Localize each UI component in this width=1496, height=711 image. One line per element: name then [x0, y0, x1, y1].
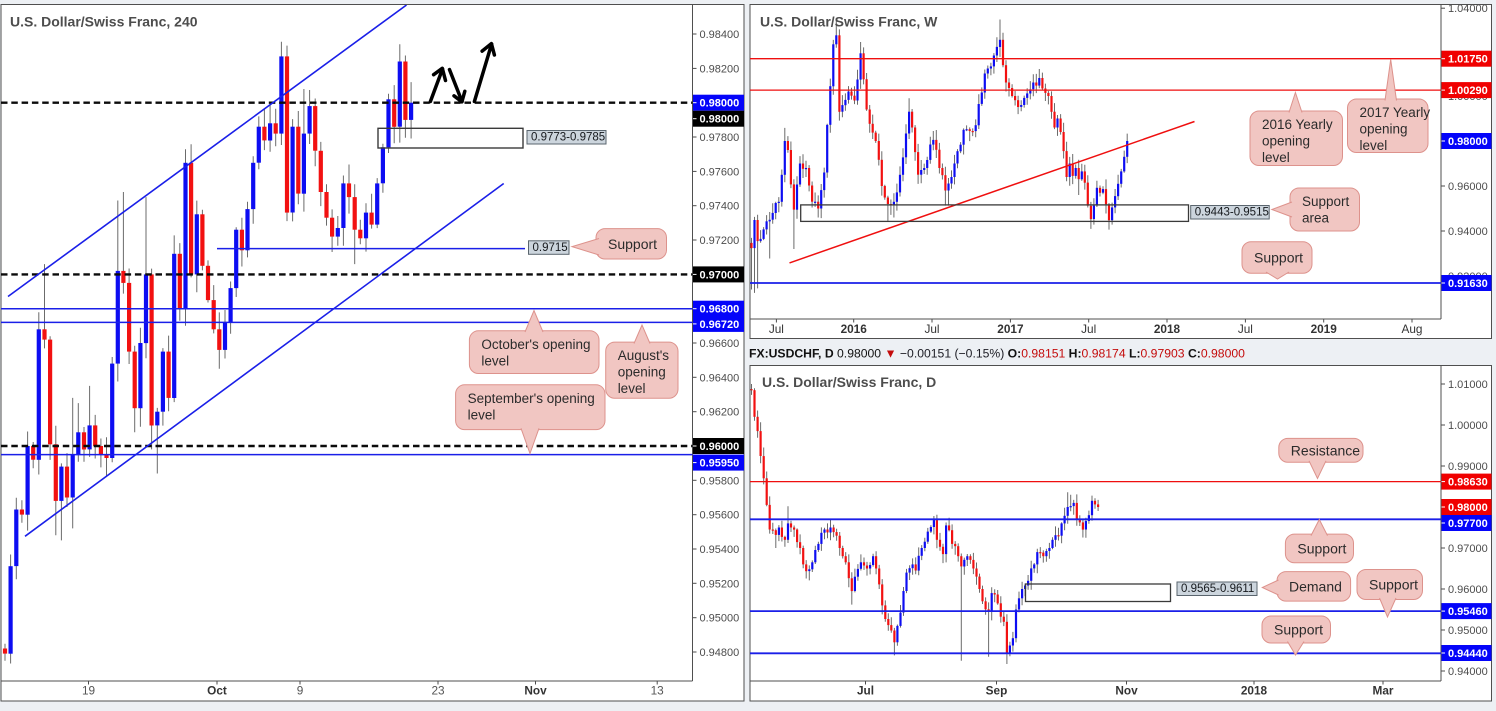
svg-text:0.97600: 0.97600 [700, 166, 740, 178]
svg-text:2019: 2019 [1311, 322, 1338, 336]
svg-text:0.99000: 0.99000 [1448, 461, 1488, 473]
svg-text:U.S. Dollar/Swiss Franc, W: U.S. Dollar/Swiss Franc, W [760, 14, 938, 30]
svg-text:0.94000: 0.94000 [1448, 226, 1488, 238]
svg-text:level: level [481, 353, 509, 368]
svg-text:0.97700: 0.97700 [1448, 518, 1488, 530]
svg-text:0.95000: 0.95000 [1448, 625, 1488, 637]
svg-text:0.98200: 0.98200 [700, 63, 740, 75]
svg-text:2017: 2017 [997, 322, 1024, 336]
svg-text:1.04000: 1.04000 [1448, 3, 1488, 15]
svg-text:2018: 2018 [1154, 322, 1181, 336]
svg-text:0.96800: 0.96800 [700, 304, 740, 316]
svg-text:September's opening: September's opening [468, 391, 595, 406]
svg-text:opening: opening [1262, 134, 1310, 149]
svg-text:0.96400: 0.96400 [700, 372, 740, 384]
svg-text:0.96200: 0.96200 [700, 407, 740, 419]
svg-text:0.9443-0.9515: 0.9443-0.9515 [1195, 207, 1269, 219]
svg-text:Jul: Jul [1081, 322, 1096, 336]
svg-text:opening: opening [1360, 122, 1408, 137]
svg-text:Mar: Mar [1373, 684, 1394, 698]
svg-text:0.94440: 0.94440 [1448, 648, 1488, 660]
svg-text:U.S. Dollar/Swiss Franc, 240: U.S. Dollar/Swiss Franc, 240 [10, 14, 198, 30]
svg-text:Support: Support [1302, 194, 1350, 209]
svg-text:0.95460: 0.95460 [1448, 606, 1488, 618]
svg-text:level: level [1262, 150, 1290, 165]
svg-text:0.9773-0.9785: 0.9773-0.9785 [531, 132, 605, 144]
svg-text:1.01000: 1.01000 [1448, 379, 1488, 391]
svg-text:0.97000: 0.97000 [700, 269, 740, 281]
svg-text:Aug: Aug [1402, 322, 1423, 336]
svg-text:0.96600: 0.96600 [700, 338, 740, 350]
svg-text:0.98000: 0.98000 [700, 98, 740, 110]
svg-text:19: 19 [82, 684, 95, 698]
svg-text:2017 Yearly: 2017 Yearly [1360, 105, 1431, 120]
svg-text:Jul: Jul [924, 322, 939, 336]
svg-text:0.98000: 0.98000 [1448, 136, 1488, 148]
svg-text:Support: Support [1369, 577, 1418, 593]
svg-text:2018: 2018 [1241, 684, 1268, 698]
svg-text:1.00290: 1.00290 [1448, 85, 1488, 97]
svg-text:level: level [1360, 138, 1388, 153]
svg-text:1.01750: 1.01750 [1448, 54, 1488, 66]
svg-text:Nov: Nov [1115, 684, 1138, 698]
svg-text:0.94800: 0.94800 [700, 647, 740, 659]
svg-text:0.97800: 0.97800 [700, 132, 740, 144]
svg-text:Oct: Oct [207, 684, 227, 698]
svg-text:Support: Support [1274, 622, 1323, 638]
svg-text:0.97200: 0.97200 [700, 235, 740, 247]
svg-text:0.96000: 0.96000 [700, 441, 740, 453]
svg-text:0.95000: 0.95000 [700, 613, 740, 625]
svg-text:Support: Support [1254, 250, 1303, 266]
svg-text:Jul: Jul [1238, 322, 1253, 336]
svg-text:0.98000: 0.98000 [1448, 502, 1488, 514]
svg-text:9: 9 [297, 684, 304, 698]
svg-text:0.95600: 0.95600 [700, 510, 740, 522]
svg-text:August's: August's [618, 348, 670, 363]
svg-text:0.94000: 0.94000 [1448, 666, 1488, 678]
svg-text:Demand: Demand [1289, 578, 1342, 594]
svg-text:0.9715: 0.9715 [533, 242, 568, 254]
svg-text:Nov: Nov [524, 684, 547, 698]
svg-text:0.96720: 0.96720 [700, 319, 740, 331]
svg-text:0.98630: 0.98630 [1448, 477, 1488, 489]
svg-text:Jul: Jul [857, 684, 874, 698]
svg-text:0.97000: 0.97000 [1448, 543, 1488, 555]
svg-text:2016 Yearly: 2016 Yearly [1262, 117, 1333, 132]
svg-text:23: 23 [431, 684, 445, 698]
svg-text:area: area [1302, 211, 1330, 226]
svg-text:0.9565-0.9611: 0.9565-0.9611 [1181, 583, 1254, 595]
svg-text:Resistance: Resistance [1291, 442, 1360, 458]
svg-text:FX:USDCHF, D 0.98000 ▼ −0.001: FX:USDCHF, D 0.98000 ▼ −0.00151 (−0.15%)… [749, 347, 1245, 361]
svg-text:level: level [468, 407, 496, 422]
svg-text:U.S. Dollar/Swiss Franc, D: U.S. Dollar/Swiss Franc, D [762, 374, 936, 390]
svg-text:13: 13 [651, 684, 665, 698]
svg-text:0.95800: 0.95800 [700, 475, 740, 487]
svg-text:0.91630: 0.91630 [1448, 278, 1488, 290]
svg-text:0.95950: 0.95950 [700, 458, 740, 470]
svg-text:0.97400: 0.97400 [700, 201, 740, 213]
svg-text:Support: Support [608, 236, 657, 252]
svg-text:October's opening: October's opening [481, 337, 590, 352]
svg-text:0.95400: 0.95400 [700, 544, 740, 556]
svg-text:Support: Support [1297, 541, 1346, 557]
svg-text:1.00000: 1.00000 [1448, 420, 1488, 432]
svg-text:2016: 2016 [841, 322, 868, 336]
svg-text:Jul: Jul [769, 322, 784, 336]
svg-text:Sep: Sep [986, 684, 1008, 698]
svg-text:0.96000: 0.96000 [1448, 584, 1488, 596]
svg-text:0.95200: 0.95200 [700, 578, 740, 590]
svg-text:0.98000: 0.98000 [700, 114, 740, 126]
svg-text:0.96000: 0.96000 [1448, 181, 1488, 193]
svg-text:level: level [618, 381, 646, 396]
svg-text:0.98400: 0.98400 [700, 29, 740, 41]
svg-text:opening: opening [618, 365, 666, 380]
